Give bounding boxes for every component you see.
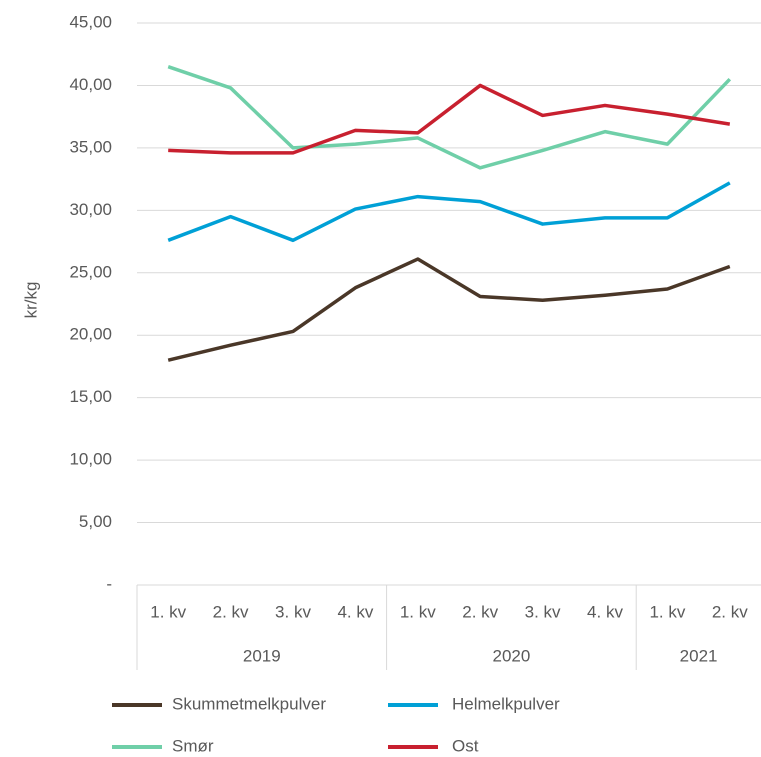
x-tick-label: 3. kv	[275, 602, 311, 621]
series-line	[167, 257, 731, 362]
legend-label: Skummetmelkpulver	[172, 694, 326, 713]
x-tick-label: 3. kv	[525, 602, 561, 621]
x-tick-label: 2. kv	[213, 602, 249, 621]
legend-label: Ost	[452, 736, 479, 755]
y-tick-label: 40,00	[69, 75, 112, 94]
x-group-label: 2021	[680, 646, 718, 665]
x-tick-label: 1. kv	[150, 602, 186, 621]
y-tick-label: 5,00	[79, 512, 112, 531]
x-tick-label: 4. kv	[587, 602, 623, 621]
x-tick-label: 2. kv	[712, 602, 748, 621]
legend-label: Helmelkpulver	[452, 694, 560, 713]
y-tick-label: -	[106, 574, 112, 593]
series-line	[167, 181, 731, 243]
x-tick-label: 1. kv	[400, 602, 436, 621]
x-tick-label: 4. kv	[337, 602, 373, 621]
series-line	[167, 65, 732, 170]
y-tick-label: 35,00	[69, 137, 112, 156]
series-line	[168, 83, 731, 155]
y-tick-label: 30,00	[69, 200, 112, 219]
y-tick-label: 45,00	[69, 12, 112, 31]
x-group-label: 2019	[243, 646, 281, 665]
x-group-label: 2020	[492, 646, 530, 665]
y-tick-label: 20,00	[69, 325, 112, 344]
y-axis-title: kr/kg	[21, 282, 40, 319]
x-tick-label: 1. kv	[649, 602, 685, 621]
y-tick-label: 10,00	[69, 450, 112, 469]
x-tick-label: 2. kv	[462, 602, 498, 621]
y-tick-label: 25,00	[69, 262, 112, 281]
y-tick-label: 15,00	[69, 387, 112, 406]
legend-label: Smør	[172, 736, 214, 755]
